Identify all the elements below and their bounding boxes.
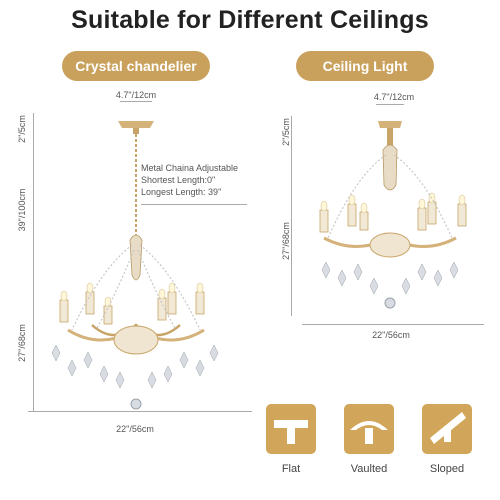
- left-canopy-width-label: 4.7"/12cm: [115, 90, 157, 100]
- left-width-line: [28, 411, 252, 412]
- flat-ceiling-icon: [266, 404, 316, 454]
- sloped-ceiling-label: Sloped: [429, 463, 465, 475]
- chain-note-line-3: Longest Length: 39": [141, 187, 222, 197]
- ceiling-light-badge: Ceiling Light: [296, 51, 434, 81]
- right-vertical-dimension-line: [291, 116, 292, 316]
- crystal-chandelier-badge: Crystal chandelier: [62, 51, 210, 81]
- right-width-line: [302, 324, 484, 325]
- right-body-height-label: 27"/68cm: [281, 222, 291, 260]
- chain-length-note: Metal Chaina Adjustable Shortest Length:…: [141, 162, 238, 198]
- right-width-label: 22"/56cm: [372, 330, 410, 340]
- chain-note-line-1: Metal Chaina Adjustable: [141, 163, 239, 173]
- chain-note-underline: [141, 204, 247, 205]
- left-canopy-width-line: [120, 101, 152, 102]
- right-canopy-width-line: [376, 104, 404, 105]
- right-canopy-height-label: 2"/5cm: [281, 118, 291, 146]
- chain-note-line-2: Shortest Length:0": [141, 175, 216, 185]
- flat-ceiling-label: Flat: [281, 463, 301, 475]
- vaulted-ceiling-icon: [344, 404, 394, 454]
- left-vertical-dimension-line: [33, 113, 34, 411]
- page-title: Suitable for Different Ceilings: [71, 6, 429, 34]
- right-canopy-width-label: 4.7"/12cm: [373, 92, 415, 102]
- left-width-label: 22"/56cm: [116, 424, 154, 434]
- sloped-ceiling-icon: [422, 404, 472, 454]
- vaulted-ceiling-label: Vaulted: [350, 463, 388, 475]
